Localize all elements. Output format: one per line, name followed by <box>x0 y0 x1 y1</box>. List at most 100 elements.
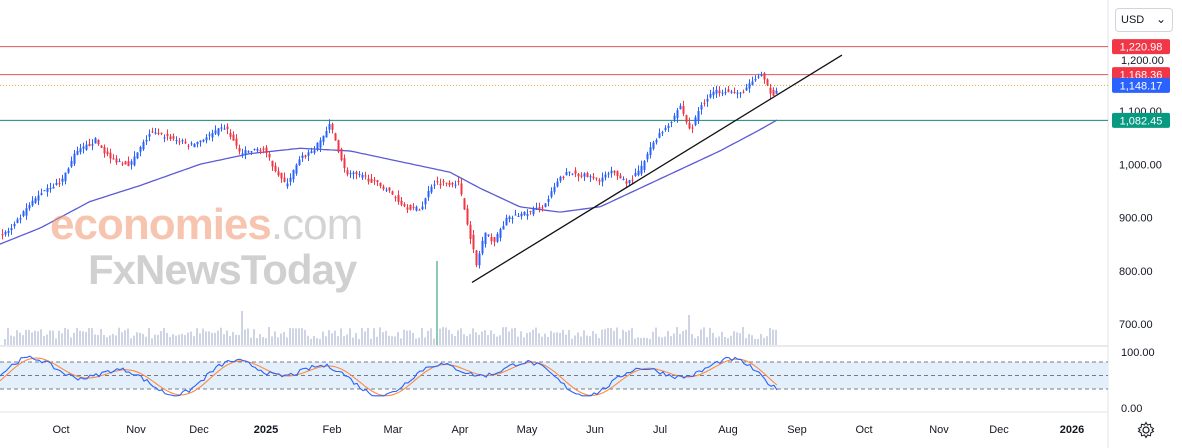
candle-body <box>151 131 154 133</box>
candle-body <box>628 180 631 184</box>
candle-body <box>136 152 139 159</box>
volume-bar <box>403 329 405 345</box>
volume-bar <box>340 328 342 345</box>
volume-bar <box>688 315 690 345</box>
volume-bar <box>613 330 615 345</box>
volume-bar <box>541 336 543 345</box>
volume-bar <box>487 334 489 345</box>
candle-body <box>598 179 601 182</box>
volume-bar <box>238 335 240 345</box>
candle-body <box>79 148 82 153</box>
candle-body <box>229 133 232 137</box>
volume-bar <box>70 337 72 345</box>
volume-bar <box>400 338 402 345</box>
price-label-text-resistance: 1,220.98 <box>1120 42 1163 54</box>
volume-bar <box>307 335 309 345</box>
volume-bar <box>295 328 297 345</box>
time-tick-label: Nov <box>929 424 949 436</box>
candle-body <box>670 121 673 123</box>
volume-bar <box>655 327 657 345</box>
candle-body <box>1 234 4 236</box>
candle-body <box>442 181 445 183</box>
volume-bar <box>37 331 39 345</box>
candle-body <box>556 181 559 187</box>
candle-body <box>346 170 349 175</box>
candle-body <box>754 79 757 81</box>
volume-bar <box>124 330 126 345</box>
volume-bar <box>49 330 51 345</box>
candle-body <box>661 132 664 134</box>
candle-body <box>772 89 775 96</box>
candle-body <box>592 176 595 179</box>
price-label-box-resistance <box>1112 39 1170 55</box>
candle-body <box>4 232 7 235</box>
candle-body <box>145 139 148 142</box>
volume-bar <box>433 338 435 345</box>
candle-body <box>478 253 481 266</box>
volume-bar <box>775 329 777 345</box>
candle-body <box>514 214 517 216</box>
volume-bar <box>736 332 738 345</box>
candle-body <box>403 204 406 207</box>
volume-bar <box>709 327 711 345</box>
candle-body <box>34 198 37 203</box>
volume-bar <box>412 333 414 345</box>
stoch-tick-label: 0.00 <box>1121 403 1142 415</box>
candle-body <box>406 207 409 210</box>
volume-bar <box>676 327 678 345</box>
candle-body <box>745 87 748 91</box>
candle-body <box>748 83 751 89</box>
candle-body <box>154 132 157 134</box>
volume-bar <box>508 331 510 345</box>
volume-bar <box>505 327 507 345</box>
candle-body <box>499 229 502 238</box>
candle-body <box>124 161 127 165</box>
candle-body <box>394 197 397 199</box>
volume-bar <box>724 336 726 345</box>
candle-body <box>535 207 538 210</box>
volume-bar <box>553 332 555 345</box>
volume-bar <box>595 333 597 345</box>
candle-body <box>334 133 337 141</box>
volume-bar <box>19 332 21 345</box>
settings-gear-icon[interactable] <box>1137 421 1155 439</box>
volume-bar <box>112 333 114 345</box>
volume-bar <box>658 336 660 345</box>
volume-bar <box>649 338 651 345</box>
candle-body <box>439 183 442 186</box>
candle-body <box>607 173 610 175</box>
chevron-down-icon: ⌄ <box>1155 12 1166 26</box>
volume-bar <box>547 337 549 345</box>
candle-body <box>718 90 721 94</box>
candle-body <box>526 214 529 216</box>
volume-bar <box>550 331 552 345</box>
candle-body <box>280 172 283 179</box>
volume-bar <box>46 334 48 345</box>
candle-body <box>559 176 562 181</box>
candle-body <box>193 143 196 148</box>
currency-selector[interactable]: USD ⌄ <box>1115 8 1173 32</box>
volume-bar <box>370 338 372 345</box>
volume-bar <box>148 328 150 345</box>
volume-bar <box>607 328 609 345</box>
volume-bar <box>313 336 315 345</box>
volume-bar <box>469 334 471 345</box>
candle-body <box>352 172 355 175</box>
volume-bar <box>325 336 327 345</box>
volume-bar <box>331 333 333 345</box>
candle-body <box>76 150 79 155</box>
volume-bar <box>22 335 24 345</box>
volume-bar <box>757 338 759 345</box>
price-tick-label: 800.00 <box>1119 266 1153 278</box>
candle-body <box>16 219 19 223</box>
volume-bar <box>514 327 516 345</box>
volume-bar <box>703 327 705 345</box>
candle-body <box>223 128 226 130</box>
candle-body <box>637 170 640 176</box>
candle-body <box>610 170 613 174</box>
candle-body <box>517 215 520 217</box>
candle-body <box>364 175 367 177</box>
volume-bar <box>760 334 762 345</box>
